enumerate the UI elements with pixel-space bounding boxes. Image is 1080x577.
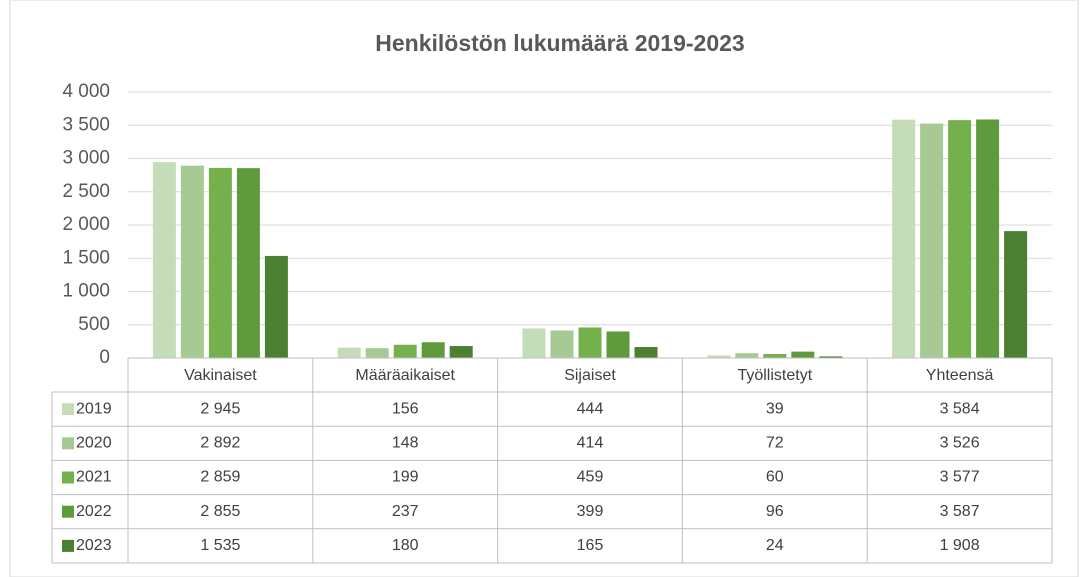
table-value: 3 526 (940, 435, 980, 452)
legend-label: 2023 (76, 537, 112, 554)
bar (550, 330, 574, 358)
legend-key (62, 505, 74, 518)
table-value: 165 (577, 537, 604, 554)
bar (976, 119, 1000, 358)
bar (152, 162, 176, 358)
x-tick-label: Yhteensä (926, 367, 994, 384)
y-tick-label: 1 000 (62, 281, 110, 302)
bar (606, 331, 630, 358)
bar (1004, 231, 1028, 358)
x-tick-label: Määräaikaiset (355, 367, 455, 384)
y-tick-label: 4 000 (62, 81, 110, 102)
bar (449, 346, 473, 358)
table-value: 39 (766, 400, 784, 417)
table-value: 399 (577, 503, 604, 520)
legend-label: 2019 (76, 400, 112, 417)
bar (365, 348, 389, 358)
table-value: 1 535 (200, 537, 240, 554)
legend-key (62, 437, 74, 450)
table-value: 148 (392, 435, 419, 452)
bar (578, 327, 602, 358)
bar (707, 355, 731, 358)
y-tick-label: 2 000 (62, 214, 110, 235)
bar (236, 168, 260, 358)
table-value: 2 945 (200, 400, 240, 417)
table-value: 1 908 (940, 537, 980, 554)
legend-label: 2021 (76, 469, 112, 486)
table-value: 72 (766, 435, 784, 452)
bar (393, 344, 417, 358)
table-value: 24 (766, 537, 784, 554)
legend-label: 2022 (76, 503, 112, 520)
bar (421, 342, 445, 358)
bar (522, 328, 546, 358)
y-tick-label: 1 500 (62, 247, 110, 268)
bar (892, 119, 916, 358)
bar (180, 165, 204, 358)
bar (337, 347, 361, 358)
table-value: 96 (766, 503, 784, 520)
y-tick-label: 0 (99, 347, 110, 368)
y-tick-label: 2 500 (62, 181, 110, 202)
bar (948, 120, 972, 358)
table-value: 3 587 (940, 503, 980, 520)
table-value: 444 (577, 400, 604, 417)
table-value: 60 (766, 469, 784, 486)
table-value: 237 (392, 503, 419, 520)
x-tick-label: Vakinaiset (184, 367, 257, 384)
table-value: 156 (392, 400, 419, 417)
table-value: 459 (577, 469, 604, 486)
table-value: 2 855 (200, 503, 240, 520)
bar (791, 351, 815, 358)
table-value: 414 (577, 435, 604, 452)
bar (634, 347, 658, 358)
table-value: 3 577 (940, 469, 980, 486)
table-value: 2 892 (200, 435, 240, 452)
table-value: 180 (392, 537, 419, 554)
table-value: 2 859 (200, 469, 240, 486)
bar (763, 354, 787, 358)
bar (819, 356, 843, 358)
bar (735, 353, 759, 358)
x-tick-label: Sijaiset (564, 367, 616, 384)
bar (208, 167, 232, 358)
legend-key (62, 471, 74, 484)
x-tick-label: Työllistetyt (737, 367, 812, 384)
bar (264, 255, 288, 358)
chart-border (9, 0, 1079, 577)
bar (920, 123, 944, 359)
legend-key (62, 403, 74, 416)
y-tick-label: 3 500 (62, 114, 110, 135)
y-tick-label: 3 000 (62, 148, 110, 169)
legend-key (62, 539, 74, 552)
legend-label: 2020 (76, 435, 112, 452)
chart-title: Henkilöstön lukumäärä 2019-2023 (375, 30, 744, 56)
y-tick-label: 500 (78, 314, 110, 335)
table-value: 199 (392, 469, 419, 486)
table-value: 3 584 (940, 400, 980, 417)
